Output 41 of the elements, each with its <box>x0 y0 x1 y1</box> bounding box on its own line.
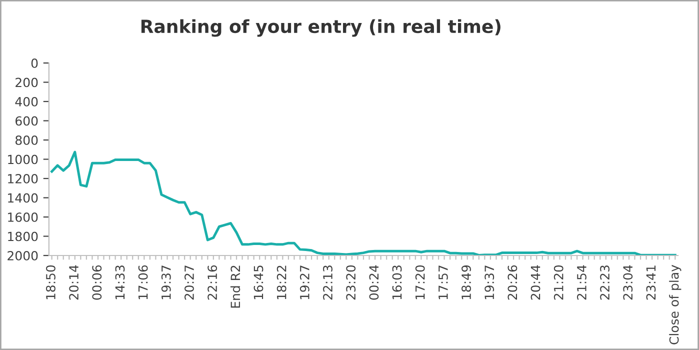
x-tick-label: 22:16 <box>208 265 218 300</box>
x-tick-label: 18:49 <box>462 265 471 300</box>
y-tick-label: 1200 <box>8 174 38 184</box>
x-tick-label: 17:06 <box>138 265 148 300</box>
x-tick-label: Close of play <box>669 264 682 344</box>
x-tick-label: 21:20 <box>554 265 564 300</box>
x-tick-label: 22:13 <box>323 266 332 300</box>
y-tick-label: 200 <box>16 78 38 88</box>
x-tick-label: 20:27 <box>184 266 194 300</box>
x-tick-label: 19:27 <box>300 266 310 300</box>
x-tick-label: 23:04 <box>623 265 633 300</box>
x-tick-label: 14:33 <box>115 266 125 300</box>
x-tick-label: 00:06 <box>92 265 102 300</box>
y-tick-label: 1000 <box>8 154 38 164</box>
x-tick-label: 16:03 <box>392 266 402 300</box>
y-tick-label: 2000 <box>8 250 38 260</box>
x-tick-label: 20:14 <box>69 265 79 300</box>
y-tick-label: 800 <box>16 135 38 145</box>
x-tick-label: 22:23 <box>600 266 610 300</box>
y-tick-label: 1400 <box>8 193 38 203</box>
x-tick-label: 17:20 <box>415 265 425 300</box>
y-tick-label: 400 <box>15 96 38 106</box>
x-tick-label: 23:20 <box>346 265 356 300</box>
x-tick-label: 19:37 <box>161 266 171 300</box>
y-tick-label: 1600 <box>8 212 38 222</box>
x-tick-label: 18:22 <box>276 266 286 300</box>
y-tick-label: 600 <box>16 116 38 126</box>
x-tick-label: 16:45 <box>254 266 264 300</box>
chart-title: Ranking of your entry (in real time) <box>141 19 500 37</box>
y-tick-label: 0 <box>31 58 38 68</box>
x-tick-label: 20:26 <box>508 265 518 300</box>
line-series <box>50 150 676 256</box>
x-tick-label: 23:41 <box>646 266 656 300</box>
y-tick-label: 1800 <box>8 232 38 242</box>
x-tick-label: End R2 <box>230 266 240 308</box>
x-tick-label: 20:44 <box>530 265 540 300</box>
x-tick-label: 00:24 <box>369 265 379 300</box>
x-tick-label: 17:57 <box>438 266 448 300</box>
x-tick-label: 18:50 <box>46 265 56 300</box>
x-tick-label: 21:54 <box>576 265 586 300</box>
x-tick-label: 19:37 <box>484 266 494 300</box>
